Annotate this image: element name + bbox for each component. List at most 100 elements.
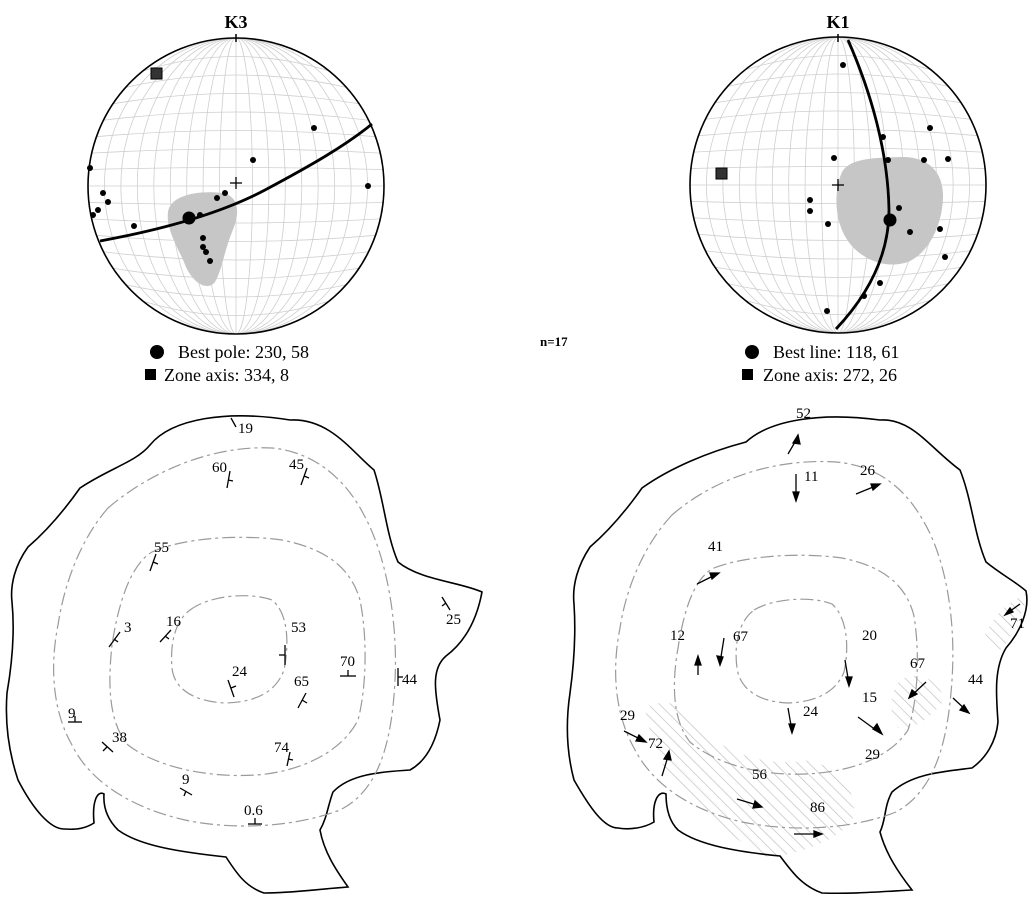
stereonet-k1-primitive bbox=[689, 36, 987, 334]
map-left-value: 60 bbox=[212, 460, 227, 476]
data-point bbox=[95, 207, 101, 213]
map-right-value: 20 bbox=[862, 628, 877, 644]
data-point bbox=[880, 134, 886, 140]
data-point bbox=[840, 62, 846, 68]
map-right-value: 12 bbox=[670, 628, 685, 644]
data-point bbox=[214, 195, 220, 201]
stereonet-k3-best-pole-marker bbox=[182, 211, 196, 225]
map-right: 52 11 26 41 12 67 20 15 67 44 71 29 72 2… bbox=[566, 406, 1030, 895]
map-left-value: 9 bbox=[182, 772, 190, 788]
stereonet-k3-title: K3 bbox=[224, 12, 247, 32]
map-left-value: 74 bbox=[274, 740, 290, 756]
data-point bbox=[942, 254, 948, 260]
legend-k1-best-line: Best line: 118, 61 bbox=[773, 342, 899, 362]
map-left-value: 16 bbox=[166, 614, 182, 630]
map-right-contour-middle bbox=[673, 554, 918, 775]
data-point bbox=[365, 183, 371, 189]
stereonet-k3-great-circle bbox=[99, 122, 373, 243]
map-left-value: 0.6 bbox=[244, 803, 263, 819]
data-point bbox=[896, 205, 902, 211]
data-point bbox=[105, 199, 111, 205]
map-left-value: 3 bbox=[124, 620, 132, 636]
map-left-value: 65 bbox=[294, 674, 309, 690]
data-point bbox=[100, 190, 106, 196]
zone-axis-legend-icon bbox=[145, 369, 156, 380]
data-point bbox=[222, 190, 228, 196]
data-point bbox=[311, 125, 317, 131]
map-right-value: 41 bbox=[708, 539, 723, 555]
map-right-value: 24 bbox=[803, 704, 819, 720]
sample-count-label: n=17 bbox=[540, 334, 568, 349]
map-right-value: 56 bbox=[752, 767, 768, 783]
map-right-contour-inner bbox=[735, 598, 848, 704]
map-right-value: 86 bbox=[810, 800, 826, 816]
map-left: 19 60 45 55 3 16 53 24 65 70 44 25 9 38 … bbox=[5, 415, 483, 894]
map-left-values: 19 60 45 55 3 16 53 24 65 70 44 25 9 38 … bbox=[68, 421, 461, 819]
map-left-strike-dip-symbols bbox=[68, 417, 451, 825]
map-right-outline bbox=[566, 416, 1028, 895]
stereonet-k3: K3 bbox=[87, 12, 385, 335]
map-right-lineation-arrows bbox=[623, 433, 1021, 838]
data-point bbox=[807, 208, 813, 214]
stereonet-k1-center-cross bbox=[832, 179, 844, 191]
data-point bbox=[885, 157, 891, 163]
best-pole-legend-icon bbox=[150, 345, 164, 359]
map-right-contour-outer bbox=[615, 460, 954, 829]
map-left-value: 9 bbox=[68, 706, 76, 722]
stereonet-k3-center-cross bbox=[230, 177, 242, 189]
map-right-value: 52 bbox=[796, 406, 811, 422]
legend-k1-zone-axis: Zone axis: 272, 26 bbox=[763, 365, 897, 385]
stereonet-k1: K1 bbox=[689, 12, 987, 334]
data-point bbox=[921, 157, 927, 163]
map-left-contour-outer bbox=[53, 447, 397, 827]
map-right-value: 44 bbox=[968, 672, 984, 688]
stereonet-k3-zone-axis-marker bbox=[150, 67, 163, 80]
stereonet-k1-data-points bbox=[807, 62, 951, 314]
map-left-value: 70 bbox=[340, 654, 355, 670]
map-left-value: 45 bbox=[289, 457, 304, 473]
data-point bbox=[90, 212, 96, 218]
data-point bbox=[824, 308, 830, 314]
map-left-value: 25 bbox=[446, 612, 461, 628]
legend-k3-best-pole: Best pole: 230, 58 bbox=[178, 342, 309, 362]
data-point bbox=[825, 221, 831, 227]
legend-k3-zone-axis: Zone axis: 334, 8 bbox=[164, 365, 289, 385]
map-right-value: 67 bbox=[910, 656, 926, 672]
map-right-value: 71 bbox=[1010, 616, 1025, 632]
data-point bbox=[907, 229, 913, 235]
stereonet-k3-primitive bbox=[87, 37, 385, 335]
stereonet-k1-title: K1 bbox=[826, 12, 849, 32]
map-right-hatched-southeast bbox=[891, 676, 944, 729]
map-left-value: 38 bbox=[112, 730, 127, 746]
map-right-hatched-east bbox=[984, 592, 1030, 650]
data-point bbox=[203, 249, 209, 255]
map-left-value: 55 bbox=[154, 540, 169, 556]
map-right-values: 52 11 26 41 12 67 20 15 67 44 71 29 72 2… bbox=[620, 406, 1025, 816]
data-point bbox=[927, 125, 933, 131]
data-point bbox=[200, 235, 206, 241]
map-right-value: 15 bbox=[862, 690, 877, 706]
data-point bbox=[87, 165, 93, 171]
stereonet-k1-best-line-marker bbox=[883, 213, 897, 227]
map-right-value: 29 bbox=[865, 747, 880, 763]
map-right-value: 26 bbox=[860, 463, 876, 479]
map-left-outline bbox=[5, 415, 483, 894]
zone-axis-legend-icon bbox=[742, 369, 753, 380]
data-point bbox=[207, 258, 213, 264]
map-right-hatched-south bbox=[645, 702, 854, 858]
data-point bbox=[250, 157, 256, 163]
best-line-legend-icon bbox=[745, 345, 759, 359]
map-left-value: 53 bbox=[291, 620, 306, 636]
map-right-value: 11 bbox=[804, 469, 818, 485]
data-point bbox=[807, 197, 813, 203]
data-point bbox=[877, 280, 883, 286]
data-point bbox=[831, 155, 837, 161]
map-left-value: 44 bbox=[402, 672, 418, 688]
stereonet-k3-data-points bbox=[87, 125, 371, 264]
map-left-contour-inner bbox=[170, 595, 288, 704]
map-right-value: 72 bbox=[648, 736, 663, 752]
stereonet-k1-zone-axis-marker bbox=[715, 167, 728, 180]
legend-k1: Best line: 118, 61 Zone axis: 272, 26 bbox=[742, 342, 899, 385]
map-right-value: 67 bbox=[733, 629, 749, 645]
data-point bbox=[197, 212, 203, 218]
